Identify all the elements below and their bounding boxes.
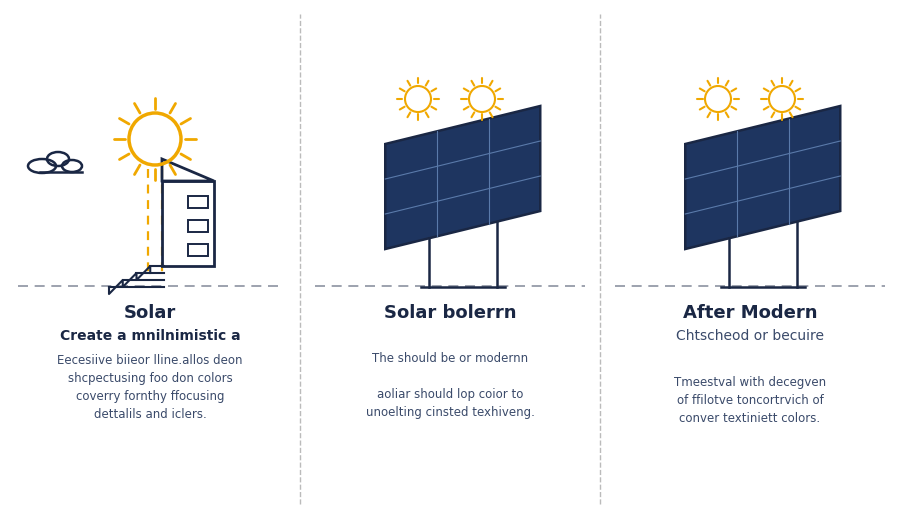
Bar	[162, 181, 214, 266]
Text: Tmeestval with decegven
of ffilotve toncortrvich of
conver textiniett colors.: Tmeestval with decegven of ffilotve tonc…	[674, 376, 826, 425]
Text: Solar: Solar	[124, 304, 176, 322]
Text: The should be or modernn

aoliar should lop coior to
unoelting cinsted texhiveng: The should be or modernn aoliar should l…	[365, 352, 535, 419]
Polygon shape	[685, 106, 841, 249]
Polygon shape	[385, 106, 540, 249]
Text: After Modern: After Modern	[683, 304, 817, 322]
Bar	[188, 196, 208, 208]
Bar	[188, 244, 208, 256]
Text: Chtscheod or becuire: Chtscheod or becuire	[676, 329, 824, 343]
Bar	[188, 220, 208, 232]
Text: Create a mnilnimistic a: Create a mnilnimistic a	[59, 329, 240, 343]
Text: Eecesiive biieor lline.allos deon
shcpectusing foo don colors
coverry fornthy ff: Eecesiive biieor lline.allos deon shcpec…	[58, 354, 243, 421]
Text: Solar bolerrn: Solar bolerrn	[383, 304, 517, 322]
